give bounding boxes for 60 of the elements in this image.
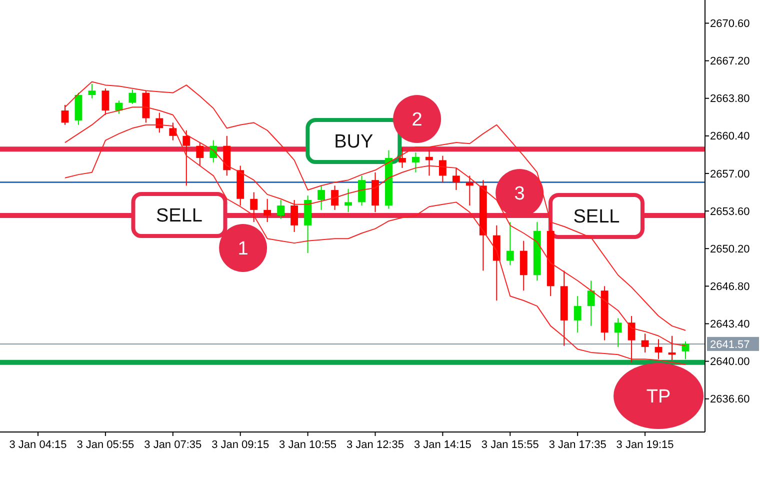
y-tick-label: 2643.40 [710,318,750,331]
x-tick-label: 3 Jan 10:55 [279,439,337,451]
line-series [64,81,686,331]
y-tick-label: 2660.40 [710,130,750,143]
candlestick [318,185,325,210]
candlestick [128,88,136,104]
candlestick [574,296,582,334]
y-tick-label: 2636.60 [710,394,750,406]
annotation: SELL [156,206,202,227]
candlestick [169,122,177,141]
candlestick [250,192,258,223]
y-tick-label: 2646.80 [710,281,750,294]
y-tick-label: 2640.00 [710,356,750,368]
y-tick-label: 2650.20 [710,243,750,256]
candlestick [102,88,110,116]
x-tick-label: 3 Jan 05:55 [76,439,134,451]
candlestick [290,199,298,233]
candlestick [156,112,164,134]
x-tick-label: 3 Jan 12:35 [346,439,404,451]
candlestick [344,188,352,213]
candlestick [641,333,649,353]
annotation: SELL [573,206,620,228]
y-tick-label: 2657.00 [710,168,750,180]
candlestick [358,175,366,206]
candlestick [264,198,272,223]
x-tick-label: 3 Jan 04:15 [9,439,67,451]
annotation: TP [646,386,671,408]
x-tick-label: 3 Jan 19:15 [616,439,674,451]
candlestick [654,338,662,360]
candlestick [61,104,69,126]
annotation: 3 [514,184,525,205]
candlestick [425,150,433,176]
candlestick [682,340,690,360]
candlestick [438,155,446,183]
candlestick [452,167,460,191]
candlestick [182,130,190,186]
y-tick-label: 2667.20 [710,56,750,68]
annotation: 1 [238,238,248,260]
x-tick-label: 3 Jan 07:35 [144,439,202,451]
candlestick [614,318,622,348]
y-tick-label: 2653.60 [710,206,750,218]
candlestick [506,222,514,266]
ref-line-label: 2641.57 [710,338,750,351]
candlestick [88,83,96,99]
x-tick-label: 3 Jan 14:15 [414,439,472,451]
x-tick-label: 3 Jan 17:35 [548,439,606,451]
candlestick [277,199,285,220]
x-tick-label: 3 Jan 15:55 [481,439,539,451]
candlestick [412,152,420,173]
candlestick [628,315,636,363]
candlestick [196,142,204,166]
annotation: 2 [412,110,422,131]
annotation: BUY [334,132,374,153]
candlestick [398,148,406,168]
y-tick-label: 2670.60 [710,18,750,30]
candlestick [466,175,474,206]
x-tick-label: 3 Jan 09:15 [212,439,270,451]
y-tick-label: 2663.80 [710,93,750,106]
candlestick [115,100,123,114]
candlestick [587,280,595,326]
